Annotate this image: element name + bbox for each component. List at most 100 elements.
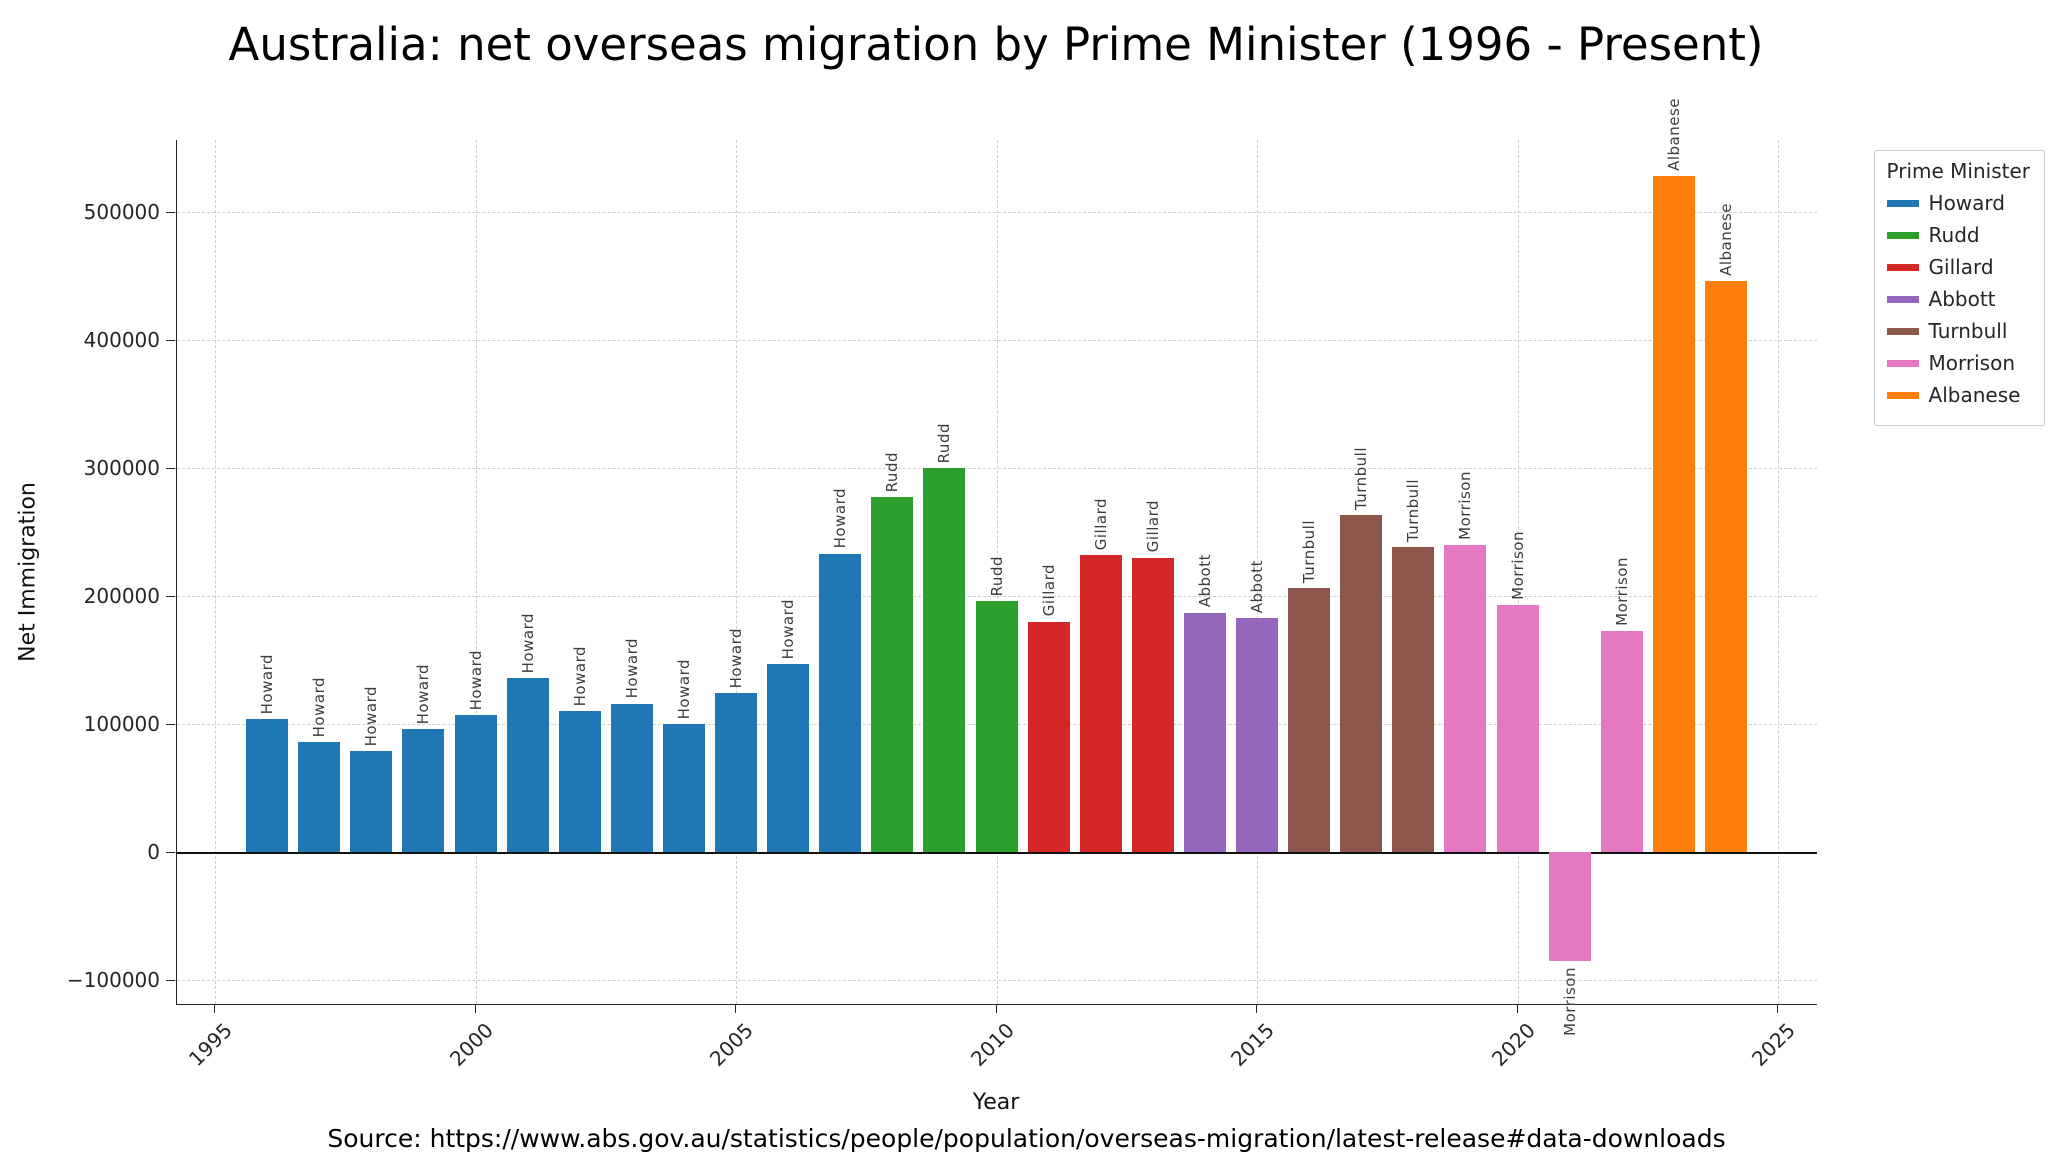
bar: [1183, 612, 1226, 852]
bar-label: Gillard: [1143, 500, 1162, 553]
x-tick: [995, 1004, 997, 1013]
bar: [975, 601, 1018, 852]
x-gridline: [215, 140, 216, 1004]
y-tick: [166, 852, 175, 853]
source-caption: Source: https://www.abs.gov.au/statistic…: [327, 1124, 1726, 1153]
bar-label: Albanese: [1716, 203, 1735, 277]
legend-entry: Rudd: [1886, 223, 2030, 247]
x-tick: [214, 1004, 215, 1013]
legend-swatch: [1886, 199, 1919, 207]
bar: [1392, 547, 1435, 852]
legend-entry: Gillard: [1886, 255, 2030, 279]
bar: [1027, 621, 1070, 852]
bar-label: Howard: [622, 638, 641, 699]
legend-swatch: [1886, 359, 1919, 367]
legend-entry-label: Howard: [1928, 191, 2005, 215]
x-tick: [1516, 1004, 1518, 1013]
y-tick: [166, 980, 175, 981]
y-tick-label: 300000: [83, 456, 160, 480]
legend-entry-label: Abbott: [1928, 287, 1996, 311]
x-tick-label: 2005: [705, 1018, 758, 1071]
bar-label: Howard: [466, 649, 485, 711]
bar-label: Rudd: [883, 452, 902, 493]
legend-swatch: [1886, 327, 1919, 335]
bar: [1444, 544, 1487, 852]
y-tick: [166, 340, 175, 341]
legend-entry-label: Rudd: [1928, 223, 1980, 247]
bar-label: Rudd: [935, 422, 954, 463]
x-tick-label: 2025: [1747, 1018, 1800, 1071]
bar-label: Morrison: [1560, 966, 1579, 1036]
bar: [1652, 176, 1695, 852]
bar-label: Howard: [831, 488, 850, 549]
bar-label: Turnbull: [1352, 447, 1371, 511]
bar-label: Howard: [674, 658, 693, 719]
x-gridline: [736, 140, 737, 1004]
legend-entry-label: Albanese: [1928, 383, 2021, 407]
bar-label: Rudd: [987, 555, 1006, 597]
y-axis-title: Net Immigration: [15, 482, 41, 662]
bar: [610, 703, 653, 852]
y-tick: [166, 212, 175, 213]
legend-entry: Abbott: [1886, 287, 2030, 311]
bar-label: Howard: [362, 685, 381, 746]
y-tick: [166, 596, 175, 597]
bar-label: Albanese: [1664, 98, 1683, 172]
legend-swatch: [1886, 263, 1919, 271]
bar: [1131, 557, 1174, 852]
bar: [506, 677, 549, 852]
legend-entry-label: Turnbull: [1928, 319, 2008, 343]
bar-label: Morrison: [1508, 531, 1527, 600]
bar: [923, 468, 966, 852]
bar: [1079, 555, 1122, 852]
bar-label: Howard: [258, 653, 277, 714]
bar-label: Turnbull: [1404, 479, 1423, 543]
x-gridline: [1517, 140, 1519, 1004]
y-tick-label: 100000: [83, 712, 160, 736]
legend-swatch: [1886, 391, 1919, 399]
y-tick-label: 200000: [83, 584, 160, 608]
legend-title: Prime Minister: [1886, 159, 2030, 183]
x-tick-label: 2000: [444, 1018, 498, 1071]
x-tick-label: 1995: [184, 1018, 237, 1071]
x-tick: [735, 1004, 736, 1013]
x-tick-label: 2015: [1226, 1018, 1279, 1071]
bar: [767, 663, 810, 852]
y-tick: [166, 468, 175, 469]
y-tick-label: 0: [147, 840, 160, 864]
y-tick: [166, 724, 175, 725]
bar-label: Howard: [310, 676, 329, 737]
x-tick-label: 2020: [1486, 1018, 1540, 1071]
x-gridline: [1778, 140, 1779, 1004]
legend-swatch: [1886, 295, 1919, 303]
bar-label: Abbott: [1248, 559, 1266, 613]
bar: [298, 741, 341, 852]
y-tick-label: −100000: [66, 968, 160, 992]
legend-entry: Albanese: [1886, 383, 2030, 407]
bar: [1236, 617, 1278, 852]
bar: [819, 553, 862, 852]
bar-label: Howard: [727, 627, 745, 689]
bar: [1704, 281, 1747, 852]
bar-label: Morrison: [1456, 470, 1475, 540]
x-tick: [1777, 1004, 1778, 1013]
bar: [402, 729, 445, 852]
bar: [1548, 852, 1591, 961]
bar-label: Howard: [518, 612, 537, 673]
bar: [662, 724, 705, 852]
legend: Prime Minister Howard Rudd Gillard Abbott Tu…: [1873, 150, 2045, 426]
bar: [871, 497, 914, 852]
x-gridline: [996, 140, 998, 1004]
x-tick: [1256, 1004, 1257, 1013]
bar-label: Howard: [570, 645, 589, 707]
bar-label: Abbott: [1195, 554, 1214, 608]
bar: [1496, 604, 1539, 852]
bar: [715, 693, 757, 852]
plot-area: Howard Howard Howard Howard Howard Howard Howa…: [176, 98, 1817, 1036]
y-tick-label: 500000: [83, 200, 160, 224]
x-axis-title: Year: [972, 1090, 1020, 1115]
x-gridline: [1257, 140, 1258, 1004]
bar: [1288, 588, 1331, 852]
legend-entry-label: Morrison: [1928, 351, 2016, 375]
